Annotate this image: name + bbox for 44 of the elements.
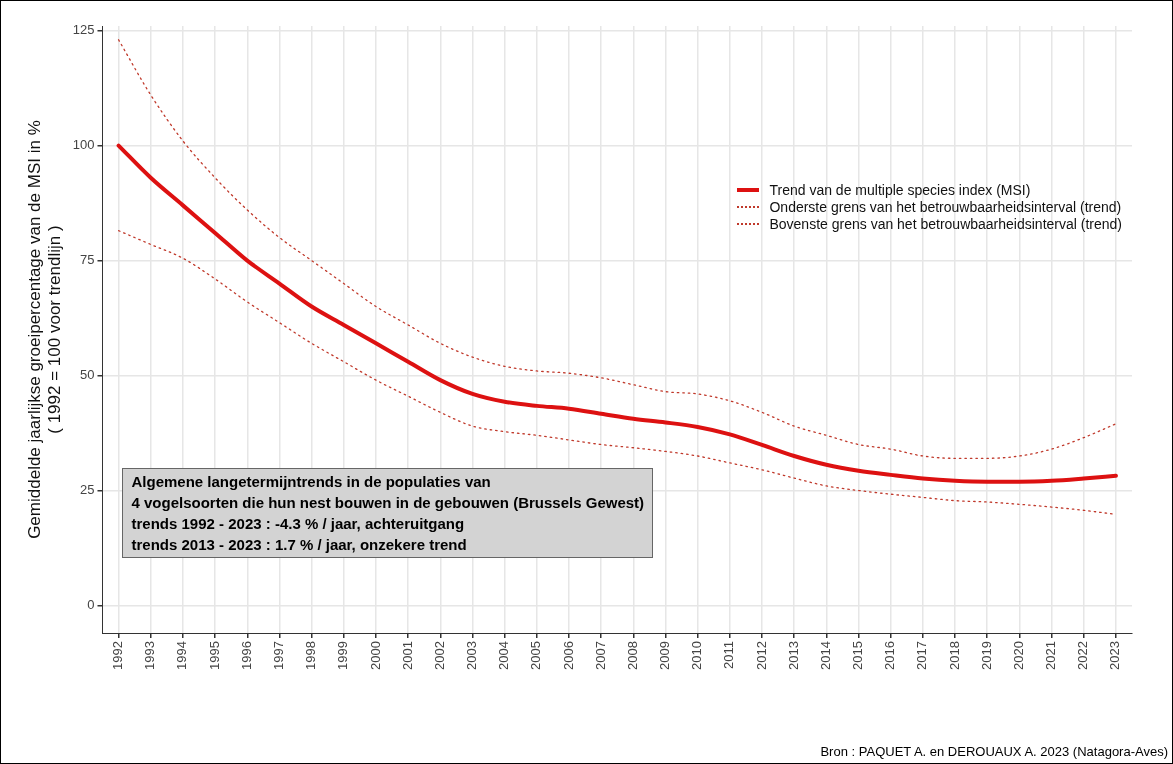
x-tick-label: 2000: [367, 641, 383, 670]
x-tick-label: 2002: [431, 641, 447, 670]
y-tick-label: 100: [72, 137, 95, 153]
x-tick-label: 1994: [174, 641, 190, 670]
x-tick-label: 2007: [592, 641, 608, 670]
x-tick-label: 2018: [946, 641, 962, 670]
x-tick-label: 2013: [785, 641, 801, 670]
x-tick-label: 2001: [399, 641, 415, 670]
x-tick-label: 2012: [753, 641, 769, 670]
x-tick-label: 2009: [657, 641, 673, 670]
x-tick-label: 1999: [335, 641, 351, 670]
annotation: Algemene langetermijntrends in de populaties van 4 vogelsoorten die hun nest bouwen in de gebouwen (Brussels Gewest) trends 1992 - 2023 : -4.3 % / jaar, achteruitgang trends 2013 - 2023 : 1.7 % / jaar, onzekere trend: [122, 467, 654, 558]
x-tick-label: 2008: [624, 641, 640, 670]
x-tick-label: 2014: [817, 641, 833, 670]
x-tick-label: 2020: [1010, 641, 1026, 670]
legend-label: Trend van de multiple species index (MSI): [769, 181, 1031, 198]
x-tick-label: 1993: [142, 641, 158, 670]
x-tick-label: 2005: [528, 641, 544, 670]
legend-label: Onderste grens van het betrouwbaarheidsinterval (trend): [769, 198, 1122, 215]
x-tick-label: 2003: [464, 641, 480, 670]
x-tick-label: 2006: [560, 641, 576, 670]
x-tick-label: 2022: [1075, 641, 1091, 670]
x-tick-label: 1997: [271, 641, 287, 670]
y-tick-label: 0: [87, 597, 95, 613]
x-tick-label: 1992: [110, 641, 126, 670]
text: Bron : PAQUET A. en DEROUAUX A. 2023 (Natagora-Aves): [820, 744, 1168, 759]
x-tick-label: 2021: [1043, 641, 1059, 670]
x-tick-label: 2010: [689, 641, 705, 670]
x-tick-label: 1998: [303, 641, 319, 670]
x-tick-label: 1996: [238, 641, 254, 670]
y-tick-label: 25: [80, 482, 95, 498]
x-tick-label: 1995: [206, 641, 222, 670]
x-tick-label: 2017: [914, 641, 930, 670]
x-tick-label: 2004: [496, 641, 512, 670]
legend-label: Bovenste grens van het betrouwbaarheidsinterval (trend): [769, 215, 1122, 232]
x-tick-label: 2016: [882, 641, 898, 670]
x-tick-label: 2015: [850, 641, 866, 670]
y-tick-label: 50: [80, 367, 95, 383]
x-tick-label: 2019: [978, 641, 994, 670]
y-axis-title: Gemiddelde jaarlijkse groeipercentage van de MSI in % ( 1992 = 100 voor trendlijn ): [24, 120, 65, 539]
y-tick-label: 125: [72, 22, 95, 38]
y-tick-label: 75: [80, 252, 95, 268]
x-tick-label: 2023: [1107, 641, 1123, 670]
x-tick-label: 2011: [721, 641, 737, 670]
